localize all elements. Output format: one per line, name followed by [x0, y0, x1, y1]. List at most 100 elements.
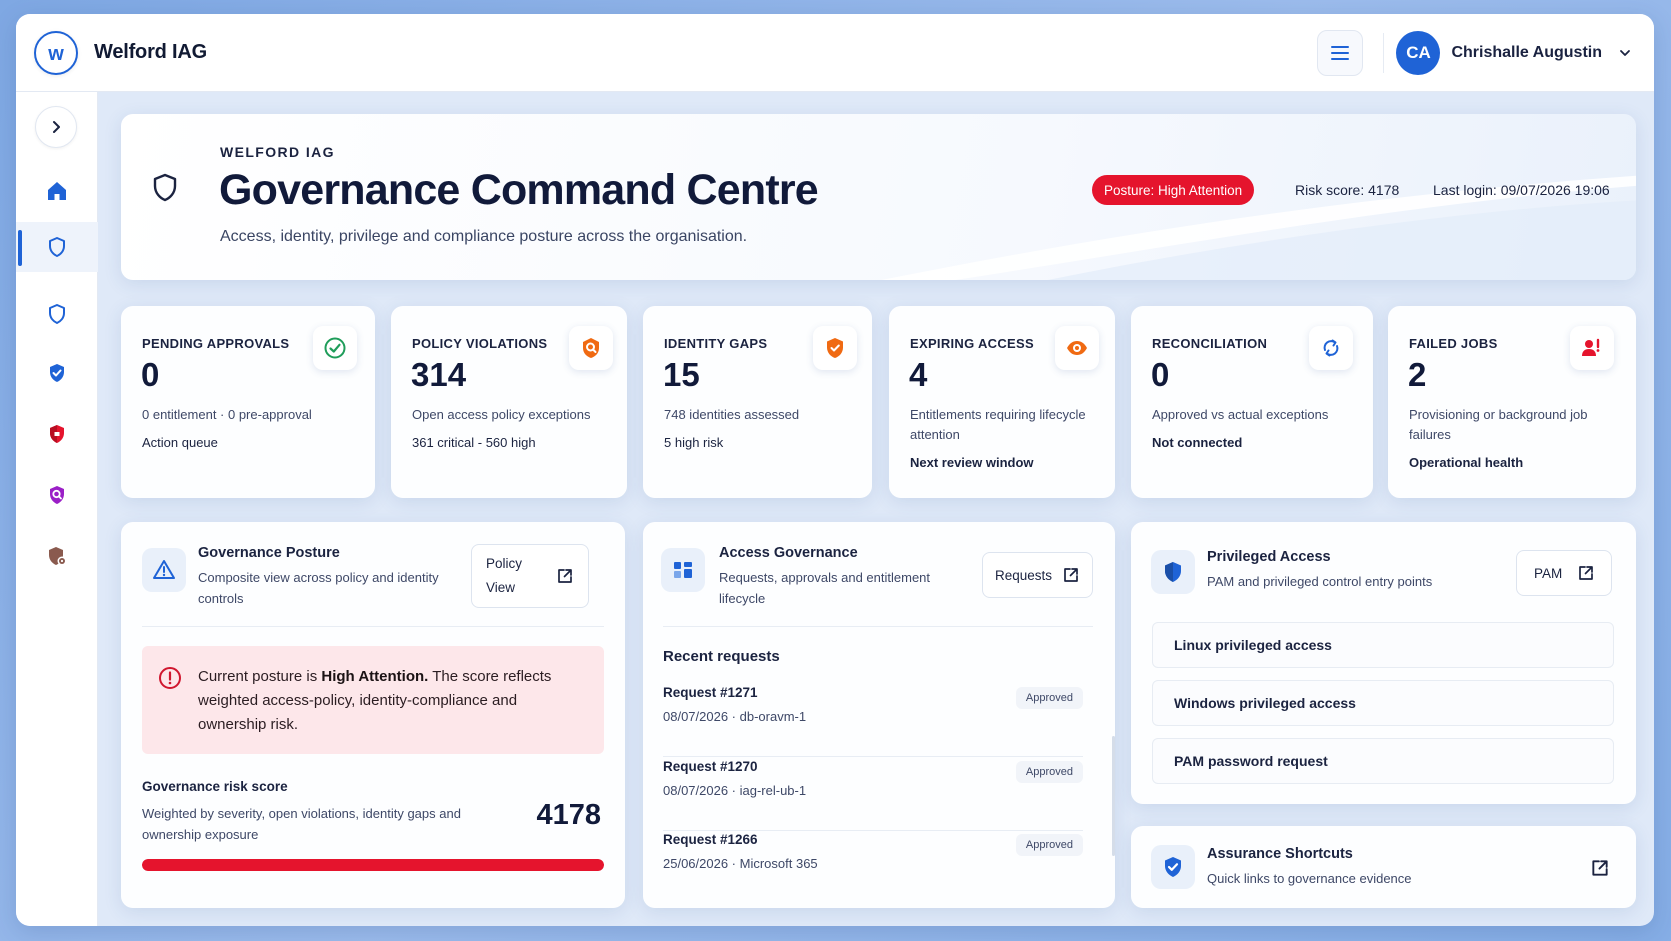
- panel-title: Access Governance: [719, 545, 858, 561]
- shield-outline-icon: [153, 173, 177, 202]
- policy-view-button[interactable]: Policy View: [471, 544, 589, 608]
- panel-subtitle: Composite view across policy and identit…: [198, 570, 439, 606]
- shield-icon: [1151, 550, 1195, 594]
- hamburger-icon: [1331, 45, 1350, 60]
- check-circle-icon: [313, 326, 357, 370]
- status-badge: Approved: [1015, 834, 1083, 856]
- svg-text:w: w: [47, 43, 64, 65]
- stat-desc: Approved vs actual exceptions: [1152, 407, 1329, 422]
- button-label: Requests: [995, 567, 1053, 583]
- governance-posture-panel: Governance Posture Composite view across…: [121, 522, 625, 908]
- hero-eyebrow: WELFORD IAG: [220, 144, 335, 160]
- shield-outline-icon: [49, 304, 65, 324]
- status-badge: Approved: [1015, 687, 1083, 709]
- request-row[interactable]: Request #1271 08/07/2026 · db-oravm-1 Ap…: [663, 685, 1083, 757]
- stat-label: IDENTITY GAPS: [664, 336, 768, 351]
- panel-subtitle: Quick links to governance evidence: [1207, 871, 1412, 886]
- stat-card-expiring-access[interactable]: EXPIRING ACCESS 4 Entitlements requiring…: [889, 306, 1115, 498]
- avatar[interactable]: CA: [1396, 30, 1441, 75]
- pam-link-password[interactable]: PAM password request: [1152, 738, 1614, 784]
- access-governance-panel: Access Governance Requests, approvals an…: [643, 522, 1115, 908]
- shield-check-icon: [813, 326, 857, 370]
- request-row[interactable]: Request #1266 25/06/2026 · Microsoft 365…: [663, 832, 1083, 904]
- alert-circle-icon: [159, 667, 181, 689]
- divider: [1383, 32, 1385, 73]
- external-link-icon[interactable]: [1590, 858, 1610, 878]
- divider: [142, 626, 604, 627]
- request-meta: 08/07/2026 · db-oravm-1: [663, 709, 807, 724]
- stat-desc: 748 identities assessed: [664, 407, 800, 422]
- request-meta: 08/07/2026 · iag-rel-ub-1: [663, 783, 807, 798]
- stat-value: 314: [411, 356, 467, 393]
- stat-foot: Operational health: [1409, 455, 1524, 470]
- request-title: Request #1271: [663, 685, 758, 700]
- chevron-down-icon[interactable]: [1618, 46, 1632, 60]
- sidebar-item-privileged[interactable]: [16, 409, 98, 459]
- stat-foot: 361 critical - 560 high: [412, 435, 536, 450]
- stat-label: POLICY VIOLATIONS: [412, 336, 548, 351]
- recent-requests-title: Recent requests: [663, 648, 780, 665]
- search-shield-icon: [50, 486, 64, 504]
- sidebar-item-policy[interactable]: [16, 289, 98, 339]
- stat-value: 4: [909, 356, 928, 393]
- stat-card-identity-gaps[interactable]: IDENTITY GAPS 15 748 identities assessed…: [643, 306, 872, 498]
- stat-desc: Provisioning or background job failures: [1409, 407, 1588, 442]
- assurance-shortcuts-panel[interactable]: Assurance Shortcuts Quick links to gover…: [1131, 826, 1636, 908]
- panel-title: Privileged Access: [1207, 549, 1331, 565]
- pam-button[interactable]: PAM: [1516, 550, 1612, 596]
- stat-value: 2: [1408, 356, 1427, 393]
- request-meta: 25/06/2026 · Microsoft 365: [663, 856, 818, 871]
- stat-label: PENDING APPROVALS: [142, 336, 290, 351]
- pam-link-linux[interactable]: Linux privileged access: [1152, 622, 1614, 668]
- sidebar-expand-button[interactable]: [35, 106, 77, 148]
- sidebar-item-identity[interactable]: [16, 348, 98, 398]
- sidebar-item-governance[interactable]: [16, 222, 98, 272]
- stat-value: 0: [1151, 356, 1170, 393]
- risk-score-desc: Weighted by severity, open violations, i…: [142, 806, 461, 842]
- shield-check-icon: [1151, 845, 1195, 889]
- request-row[interactable]: Request #1270 08/07/2026 · iag-rel-ub-1 …: [663, 759, 1083, 831]
- user-name[interactable]: Chrishalle Augustin: [1451, 43, 1602, 61]
- sidebar-item-audit[interactable]: [16, 470, 98, 520]
- sidebar-item-home[interactable]: [16, 166, 98, 216]
- shield-outline-icon: [49, 237, 65, 257]
- button-label: Policy: [486, 556, 523, 571]
- app-window: w Welford IAG CA Chrishalle Augustin: [16, 14, 1654, 926]
- stat-card-failed-jobs[interactable]: FAILED JOBS 2 Provisioning or background…: [1388, 306, 1636, 498]
- access-grid-icon: [661, 548, 705, 592]
- app-title: Welford IAG: [94, 41, 207, 63]
- stat-value: 0: [141, 356, 160, 393]
- chevron-right-icon: [53, 121, 60, 133]
- hero-decoration: [881, 175, 1636, 280]
- external-link-icon: [1579, 566, 1593, 580]
- panel-subtitle: PAM and privileged control entry points: [1207, 574, 1433, 589]
- status-badge: Approved: [1015, 761, 1083, 783]
- stat-desc: Entitlements requiring lifecycle attenti…: [910, 407, 1086, 442]
- panel-title: Assurance Shortcuts: [1207, 846, 1353, 862]
- posture-alert: Current posture is High Attention. The s…: [142, 646, 604, 754]
- button-label: PAM: [1534, 565, 1563, 581]
- alert-text: Current posture is High Attention. The s…: [198, 668, 552, 733]
- sidebar-item-settings[interactable]: [16, 531, 98, 581]
- risk-score-bar: [142, 859, 604, 871]
- welford-logo-icon[interactable]: w: [34, 30, 78, 75]
- stat-label: RECONCILIATION: [1152, 336, 1268, 351]
- stat-card-pending-approvals[interactable]: PENDING APPROVALS 0 0 entitlement · 0 pr…: [121, 306, 375, 498]
- divider: [663, 626, 1093, 627]
- risk-score-label: Governance risk score: [142, 779, 288, 794]
- risk-score-text: Risk score: 4178: [1295, 182, 1400, 198]
- home-icon: [48, 182, 66, 200]
- shield-red-icon: [50, 425, 64, 443]
- scrollbar[interactable]: [1112, 736, 1115, 856]
- risk-score-value: 4178: [536, 799, 601, 831]
- hamburger-menu-button[interactable]: [1317, 29, 1364, 76]
- panel-subtitle: Requests, approvals and entitlement life…: [719, 570, 931, 606]
- stat-card-policy-violations[interactable]: POLICY VIOLATIONS 314 Open access policy…: [391, 306, 627, 498]
- stat-foot: Next review window: [910, 455, 1034, 470]
- stat-foot: 5 high risk: [664, 435, 724, 450]
- warning-triangle-icon: [142, 548, 186, 592]
- pam-link-windows[interactable]: Windows privileged access: [1152, 680, 1614, 726]
- requests-button[interactable]: Requests: [982, 552, 1093, 598]
- stat-card-reconciliation[interactable]: RECONCILIATION 0 Approved vs actual exce…: [1131, 306, 1373, 498]
- stat-foot: Action queue: [142, 435, 218, 450]
